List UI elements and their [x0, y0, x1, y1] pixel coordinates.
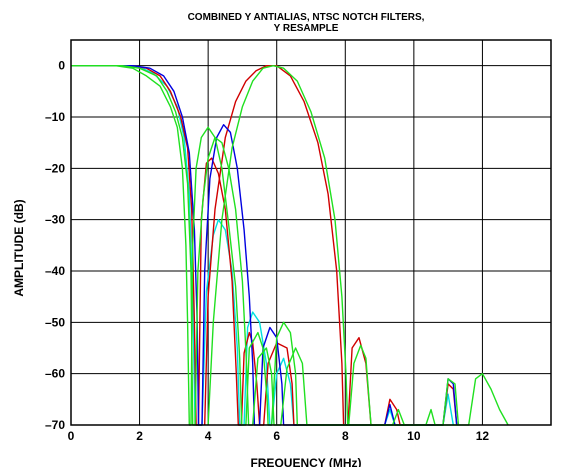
y-tick-label: –60: [45, 367, 65, 381]
plot-frame: [70, 39, 552, 426]
x-tick-label: 2: [136, 429, 143, 443]
grid-lines: [71, 40, 551, 425]
y-tick-label: –40: [45, 264, 65, 278]
chart-title-line-2: Y RESAMPLE: [274, 23, 339, 34]
x-tick-label: 12: [476, 429, 490, 443]
series-layer: [71, 64, 509, 426]
y-tick-labels: 0 –10 –20 –30 –40 –50 –60 –70: [45, 59, 65, 432]
x-tick-label: 10: [407, 429, 421, 443]
x-tick-labels: 0 2 4 6 8 10 12: [68, 429, 490, 443]
x-tick-label: 8: [342, 429, 349, 443]
x-tick-label: 0: [68, 429, 75, 443]
series-line-3: [204, 64, 372, 426]
y-tick-label: –10: [45, 110, 65, 124]
series-line-2: [71, 64, 458, 426]
series-line-6: [71, 64, 405, 426]
series-line-4: [71, 64, 458, 426]
series-line-7: [207, 64, 509, 426]
x-axis-label: FREQUENCY (MHz): [250, 456, 361, 467]
y-tick-label: –50: [45, 315, 65, 329]
x-tick-label: 6: [273, 429, 280, 443]
y-axis-label: AMPLITUDE (dB): [12, 199, 26, 296]
series-line-5: [71, 64, 460, 426]
x-tick-label: 4: [205, 429, 212, 443]
y-tick-label: –70: [45, 418, 65, 432]
y-tick-label: 0: [58, 59, 65, 73]
chart-title-line-1: COMBINED Y ANTIALIAS, NTSC NOTCH FILTERS…: [188, 12, 425, 23]
y-tick-label: –30: [45, 213, 65, 227]
y-tick-label: –20: [45, 161, 65, 175]
